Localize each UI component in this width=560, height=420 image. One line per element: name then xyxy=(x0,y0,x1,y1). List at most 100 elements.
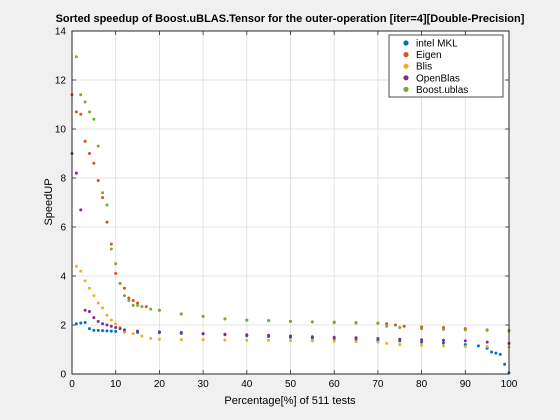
data-point xyxy=(122,294,126,298)
data-point xyxy=(122,328,126,332)
data-point xyxy=(385,341,389,345)
data-point xyxy=(310,335,314,339)
x-axis-ticks: 0 10 20 30 40 50 60 70 80 90 100 xyxy=(69,31,518,390)
data-point xyxy=(87,152,91,155)
data-point xyxy=(92,316,96,320)
data-point xyxy=(118,327,122,331)
data-point xyxy=(485,340,489,344)
data-point xyxy=(157,308,161,312)
data-point xyxy=(245,338,249,342)
data-point xyxy=(485,328,489,332)
data-point xyxy=(441,341,445,345)
data-point xyxy=(79,112,83,116)
data-point xyxy=(476,344,480,348)
data-point xyxy=(149,307,153,311)
data-point xyxy=(92,161,96,165)
data-point xyxy=(179,312,183,316)
data-point xyxy=(92,294,96,298)
series-openblas xyxy=(70,152,511,345)
data-point xyxy=(101,191,105,195)
data-point xyxy=(463,328,467,332)
data-point xyxy=(157,337,161,341)
x-tick-label: 80 xyxy=(416,379,428,390)
x-tick-label: 20 xyxy=(154,379,166,390)
y-axis-ticks: 0 2 4 6 8 10 12 14 xyxy=(55,27,509,381)
data-point xyxy=(420,343,424,347)
data-point xyxy=(398,343,402,347)
data-point xyxy=(310,339,314,343)
legend-marker xyxy=(403,52,409,58)
data-point xyxy=(83,308,87,312)
data-point xyxy=(131,299,135,302)
data-point xyxy=(92,328,96,332)
y-tick-label: 8 xyxy=(60,174,66,185)
data-point xyxy=(179,338,183,342)
data-point xyxy=(92,117,96,121)
data-point xyxy=(87,327,91,331)
data-point xyxy=(376,321,380,325)
y-tick-label: 14 xyxy=(55,27,67,38)
legend-label: Boost.ublas xyxy=(416,85,468,96)
data-point xyxy=(83,279,87,283)
data-point xyxy=(79,93,83,97)
y-tick-label: 6 xyxy=(60,223,66,234)
data-point xyxy=(441,327,445,331)
data-point xyxy=(87,110,91,114)
data-point xyxy=(490,350,494,354)
data-point xyxy=(136,303,140,307)
data-points xyxy=(70,55,511,375)
data-point xyxy=(101,306,105,310)
data-point xyxy=(332,320,336,324)
data-point xyxy=(109,247,113,251)
data-point xyxy=(140,305,144,309)
data-point xyxy=(420,327,424,331)
data-point xyxy=(223,338,227,342)
legend-marker xyxy=(403,40,409,46)
data-point xyxy=(498,352,502,356)
data-point xyxy=(289,319,292,323)
data-point xyxy=(332,339,336,343)
x-tick-label: 100 xyxy=(501,379,518,390)
data-point xyxy=(332,335,336,339)
data-point xyxy=(289,339,292,343)
data-point xyxy=(74,55,78,59)
data-point xyxy=(74,110,78,114)
data-point xyxy=(122,286,126,290)
data-point xyxy=(245,318,249,322)
data-point xyxy=(118,281,122,285)
data-point xyxy=(114,262,118,266)
data-point xyxy=(201,314,205,318)
data-point xyxy=(393,323,397,327)
x-tick-label: 40 xyxy=(241,379,253,390)
data-point xyxy=(114,272,118,276)
data-point xyxy=(420,338,424,342)
data-point xyxy=(109,329,113,333)
data-point xyxy=(87,310,91,314)
data-point xyxy=(79,208,83,212)
data-point xyxy=(223,332,227,336)
x-tick-label: 10 xyxy=(110,379,122,390)
data-point xyxy=(109,318,113,322)
y-axis-label: SpeedUP xyxy=(43,178,55,225)
x-tick-label: 30 xyxy=(198,379,210,390)
data-point xyxy=(83,100,87,104)
data-point xyxy=(96,178,100,182)
data-point xyxy=(96,319,100,323)
series-blis xyxy=(74,264,511,349)
data-point xyxy=(109,242,113,246)
data-point xyxy=(149,336,153,340)
data-point xyxy=(463,345,467,349)
data-point xyxy=(136,301,140,305)
data-point xyxy=(398,325,402,329)
data-point xyxy=(127,296,131,300)
data-point xyxy=(114,329,118,333)
data-point xyxy=(402,324,406,328)
data-point xyxy=(122,330,126,334)
data-point xyxy=(96,144,100,148)
data-point xyxy=(136,329,140,333)
data-point xyxy=(354,336,358,340)
x-tick-label: 90 xyxy=(460,379,472,390)
data-point xyxy=(463,339,467,343)
data-point xyxy=(83,321,87,325)
